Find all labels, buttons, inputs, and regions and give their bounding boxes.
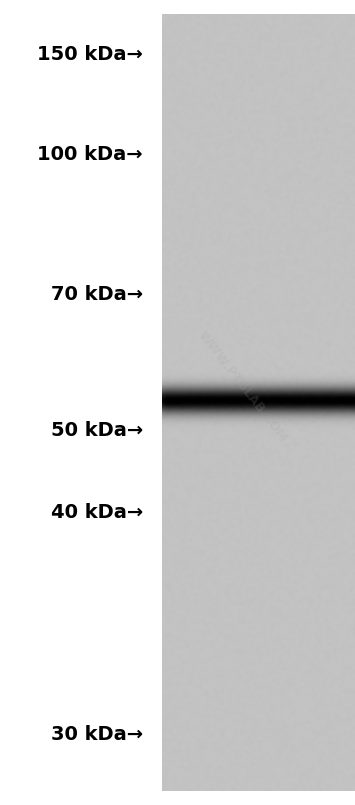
Text: 70 kDa→: 70 kDa→ (51, 286, 143, 304)
Text: 150 kDa→: 150 kDa→ (37, 46, 143, 64)
Text: WWW.PTGLAB.COM: WWW.PTGLAB.COM (195, 329, 290, 445)
Text: 30 kDa→: 30 kDa→ (51, 725, 143, 745)
Text: 100 kDa→: 100 kDa→ (37, 146, 143, 164)
Text: 50 kDa→: 50 kDa→ (51, 420, 143, 440)
Text: 40 kDa→: 40 kDa→ (51, 502, 143, 522)
